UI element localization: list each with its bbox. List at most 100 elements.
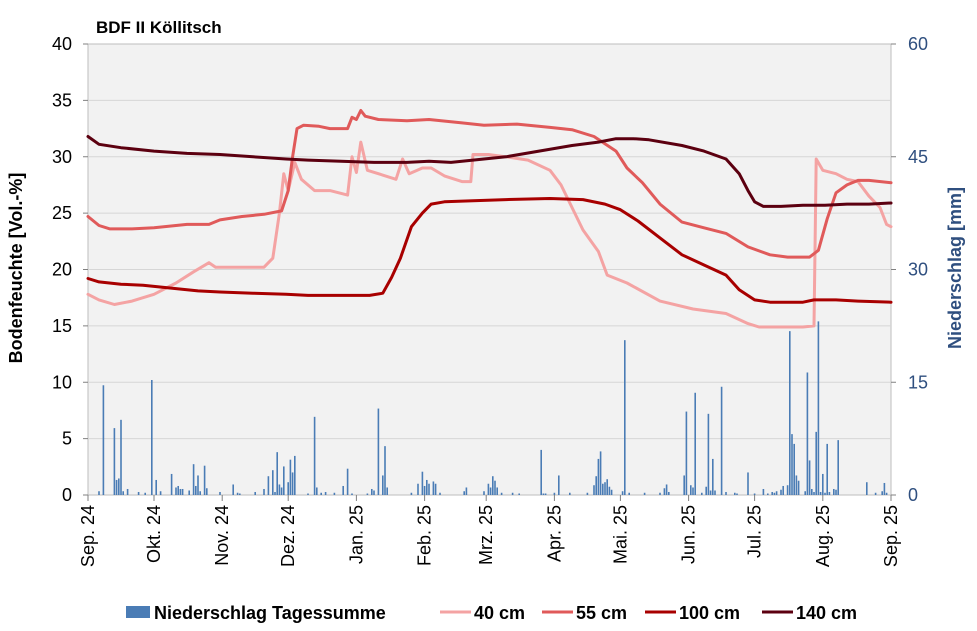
precip-bar — [795, 475, 798, 495]
precip-bar — [122, 491, 124, 495]
legend-label: 100 cm — [679, 603, 740, 623]
x-tick-label: Aug. 25 — [813, 505, 833, 567]
precip-bar — [346, 468, 349, 495]
precip-bar — [417, 483, 419, 495]
precip-bar — [175, 487, 177, 495]
precip-bar — [137, 491, 140, 495]
precip-bar — [606, 479, 608, 495]
precip-bar — [804, 491, 806, 495]
precip-bar — [668, 491, 670, 495]
precip-bar — [683, 475, 685, 495]
precip-bar — [736, 493, 738, 495]
precip-bar — [628, 492, 630, 495]
precip-bar — [280, 487, 283, 495]
precip-bar — [294, 455, 296, 495]
precip-bar — [663, 488, 666, 495]
precip-bar — [192, 464, 195, 495]
precip-bar — [371, 488, 373, 495]
precip-bar — [181, 488, 184, 495]
precip-bar — [155, 479, 157, 495]
precip-bar — [866, 482, 868, 495]
precip-bar — [386, 487, 388, 495]
precip-bar — [771, 491, 773, 495]
x-tick-label: Okt. 24 — [144, 505, 164, 563]
y-tick-label: 0 — [62, 485, 72, 505]
precip-bar — [791, 434, 793, 495]
precip-bar — [118, 478, 120, 495]
precip-bar — [874, 492, 877, 495]
y2-tick-label: 0 — [908, 485, 918, 505]
chart-title: BDF II Köllitsch — [96, 18, 222, 37]
precip-bar — [665, 484, 668, 495]
precip-bar — [558, 475, 560, 495]
series-line-55-cm — [86, 109, 893, 259]
x-tick-label: Feb. 25 — [415, 505, 435, 566]
precip-bar — [725, 491, 727, 495]
precip-bar — [239, 493, 241, 495]
precip-bar — [828, 491, 831, 495]
precip-bar — [197, 475, 199, 495]
x-tick-label: Jun. 25 — [679, 505, 699, 564]
precip-bar — [775, 491, 778, 495]
precip-bar — [195, 485, 197, 495]
precip-bar — [806, 372, 809, 495]
precip-bar — [815, 431, 817, 495]
precip-bar — [621, 491, 624, 495]
precip-bar — [151, 380, 153, 495]
y-axis-label: Bodenfeuchte [Vol.-%] — [6, 173, 26, 364]
y-tick-label: 5 — [62, 429, 72, 449]
precip-bar — [159, 491, 162, 495]
precip-bar — [188, 490, 190, 495]
precip-bar — [808, 460, 811, 495]
y2-tick-label: 15 — [908, 372, 928, 392]
legend-label: 140 cm — [796, 603, 857, 623]
legend-label: 55 cm — [576, 603, 627, 623]
legend: Niederschlag Tagessumme 40 cm 55 cm 100 cm 1… — [126, 603, 857, 623]
series-line-40-cm — [86, 140, 893, 329]
y-tick-label: 35 — [52, 90, 72, 110]
precip-bar — [144, 492, 146, 495]
precip-bar — [465, 487, 468, 495]
y2-axis-label: Niederschlag [mm] — [945, 187, 965, 349]
precip-bar — [835, 489, 837, 495]
precip-bar — [813, 491, 815, 495]
precip-bar — [170, 473, 173, 495]
precip-bar — [643, 492, 646, 495]
y2-tick-label: 30 — [908, 260, 928, 280]
precip-bar — [837, 440, 839, 495]
x-tick-label: Dez. 24 — [278, 505, 298, 567]
precip-bar — [542, 493, 545, 495]
precip-bar — [272, 470, 274, 495]
precip-bar — [610, 489, 613, 495]
precip-bar — [782, 485, 784, 495]
precip-bar — [377, 408, 380, 495]
precip-bar — [203, 465, 206, 495]
precip-bar — [115, 479, 118, 495]
precip-bar — [307, 493, 309, 495]
precip-bar — [883, 482, 886, 495]
precip-bar — [624, 340, 626, 495]
precip-bar — [540, 449, 542, 495]
precip-bar — [544, 493, 547, 495]
precip-bar — [432, 481, 435, 495]
y-tick-label: 15 — [52, 316, 72, 336]
precip-bar — [712, 458, 714, 495]
precip-bar — [553, 492, 556, 495]
precip-bar — [324, 491, 327, 495]
precip-bar — [685, 411, 688, 495]
precip-bar — [518, 493, 520, 495]
precip-bar — [384, 446, 386, 495]
precip-bar — [382, 475, 384, 495]
y-tick-label: 20 — [52, 260, 72, 280]
precip-bar — [511, 492, 514, 495]
precip-bar — [701, 492, 703, 495]
precip-bar — [278, 484, 281, 495]
x-tick-label: Jul. 25 — [745, 505, 765, 558]
precip-bar — [819, 491, 822, 495]
precip-bar — [126, 488, 129, 495]
legend-swatch — [126, 606, 150, 618]
legend-label: 40 cm — [474, 603, 525, 623]
y2-tick-label: 60 — [908, 34, 928, 54]
precip-bar — [320, 492, 322, 495]
